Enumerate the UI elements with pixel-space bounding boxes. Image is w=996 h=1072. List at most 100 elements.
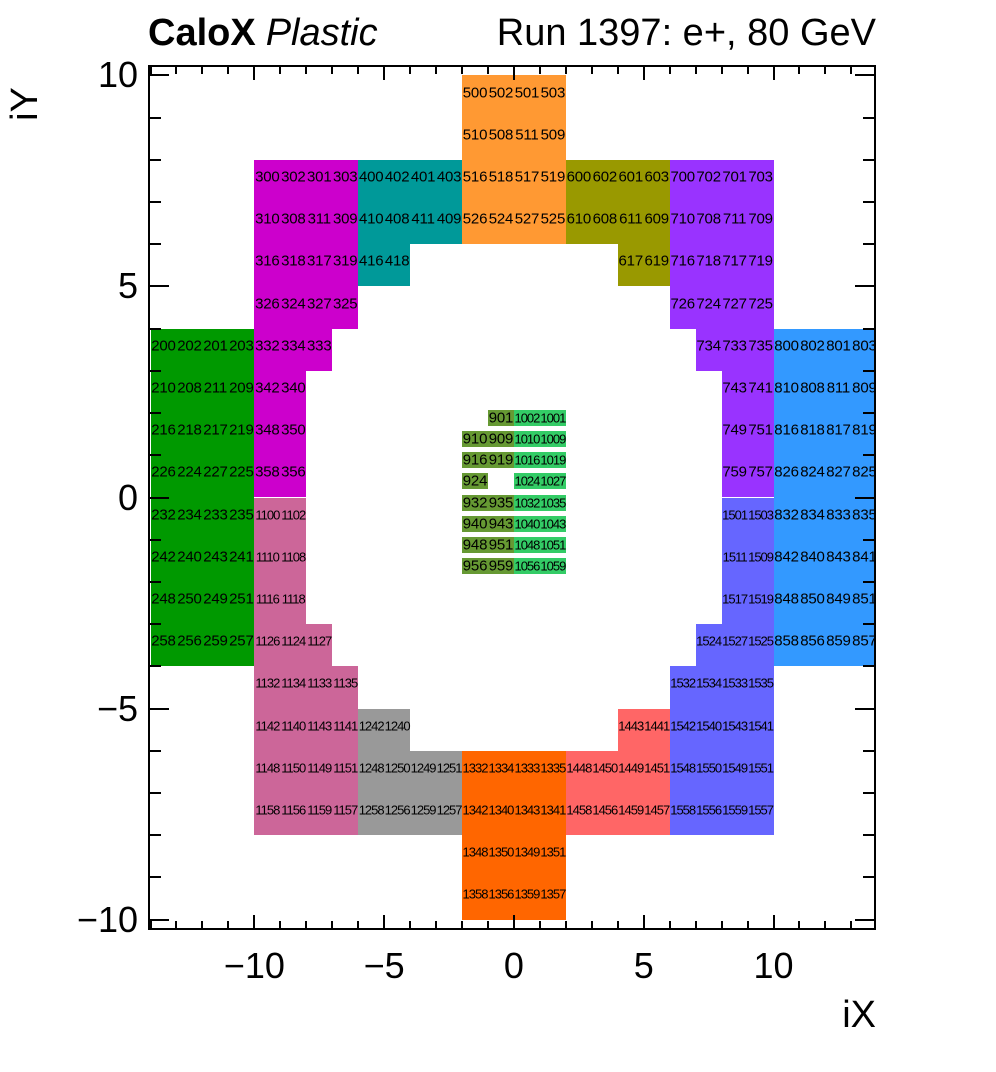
cell-label-901: 901 [488,409,514,427]
axis-tick [150,791,161,794]
axis-tick [863,201,874,204]
cell-label-1126: 1126 [255,633,280,649]
axis-tick [150,834,161,837]
cell-label-1059: 1059 [540,558,566,574]
cell-label-232: 232 [151,506,176,524]
cell-label-216: 216 [151,421,176,439]
axis-tick [227,67,230,74]
axis-tick [512,67,515,80]
axis-tick [227,921,230,928]
cell-label-932: 932 [462,494,488,512]
axis-tick [409,67,412,74]
axis-tick [694,921,697,928]
cell-label-743: 743 [722,379,747,397]
axis-tick [150,412,161,415]
cell-label-708: 708 [696,210,721,228]
cell-label-1242: 1242 [358,718,385,734]
axis-tick [150,665,161,668]
cell-label-802: 802 [800,337,825,355]
cell-label-1048: 1048 [514,537,540,553]
axis-tick [150,369,161,372]
cell-label-1456: 1456 [592,802,618,818]
x-axis-title: iX [842,994,876,1036]
block-salmon-1400 [565,750,670,836]
cell-label-248: 248 [151,590,176,608]
cell-label-1511: 1511 [722,549,748,565]
cell-label-1118: 1118 [281,591,306,607]
cell-label-757: 757 [748,463,773,481]
cell-label-803: 803 [852,337,876,355]
cell-label-848: 848 [774,590,799,608]
axis-tick [824,921,827,928]
cell-label-1056: 1056 [514,558,540,574]
block-center-olive-900 [462,452,514,469]
cell-label-410: 410 [358,210,384,228]
axis-tick [642,915,645,928]
cell-label-1334: 1334 [488,760,514,776]
block-magenta-300 [254,328,333,371]
axis-tick [150,749,161,752]
axis-tick [863,623,874,626]
axis-tick [590,67,593,74]
cell-label-408: 408 [384,210,410,228]
cell-label-259: 259 [203,632,228,650]
axis-tick [409,921,412,928]
cell-label-401: 401 [410,168,436,186]
cell-label-502: 502 [488,84,514,102]
axis-tick [461,921,464,928]
cell-label-725: 725 [748,295,773,313]
cell-label-709: 709 [748,210,773,228]
cell-label-1551: 1551 [748,760,774,776]
cell-label-1027: 1027 [540,473,566,489]
axis-tick [383,915,386,928]
block-center-green-1000 [513,557,566,574]
axis-tick [357,67,360,74]
axis-tick [616,921,619,928]
cell-label-1556: 1556 [696,802,722,818]
block-center-olive-900 [462,473,488,490]
cell-label-835: 835 [852,506,876,524]
cell-label-309: 309 [332,210,358,228]
cell-label-525: 525 [540,210,566,228]
cell-label-516: 516 [462,168,488,186]
cell-label-241: 241 [229,548,254,566]
axis-tick [772,67,775,80]
axis-tick [642,67,645,80]
axis-tick [175,67,178,74]
axis-tick [253,67,256,80]
axis-tick [512,915,515,928]
axis-tick [720,921,723,928]
axis-tick [668,921,671,928]
axis-tick [863,158,874,161]
cell-label-1248: 1248 [358,760,385,776]
cell-label-833: 833 [826,506,851,524]
cell-label-602: 602 [592,168,618,186]
cell-label-959: 959 [488,557,514,575]
cell-label-235: 235 [229,506,254,524]
cell-label-702: 702 [696,168,721,186]
cell-label-1151: 1151 [333,760,358,776]
block-center-olive-900 [462,515,514,532]
cell-label-700: 700 [670,168,695,186]
cell-label-850: 850 [800,590,825,608]
cell-label-311: 311 [307,210,332,228]
x-tick-label-10: 10 [753,945,794,986]
cell-label-411: 411 [411,210,435,228]
cell-label-1102: 1102 [281,507,306,523]
axis-tick [798,67,801,74]
cell-label-741: 741 [748,379,773,397]
cell-label-1527: 1527 [722,633,748,649]
cell-label-759: 759 [722,463,747,481]
axis-tick [564,67,567,74]
y-tick-label-5: 5 [117,265,138,307]
cell-label-1148: 1148 [255,760,280,776]
cell-label-1019: 1019 [540,452,566,468]
cell-label-1449: 1449 [618,760,644,776]
cell-label-1100: 1100 [255,507,280,523]
axis-tick [694,67,697,74]
cell-label-916: 916 [462,451,488,469]
cell-label-800: 800 [774,337,799,355]
cell-label-1250: 1250 [384,760,411,776]
cell-label-243: 243 [203,548,228,566]
cell-label-1149: 1149 [307,760,332,776]
